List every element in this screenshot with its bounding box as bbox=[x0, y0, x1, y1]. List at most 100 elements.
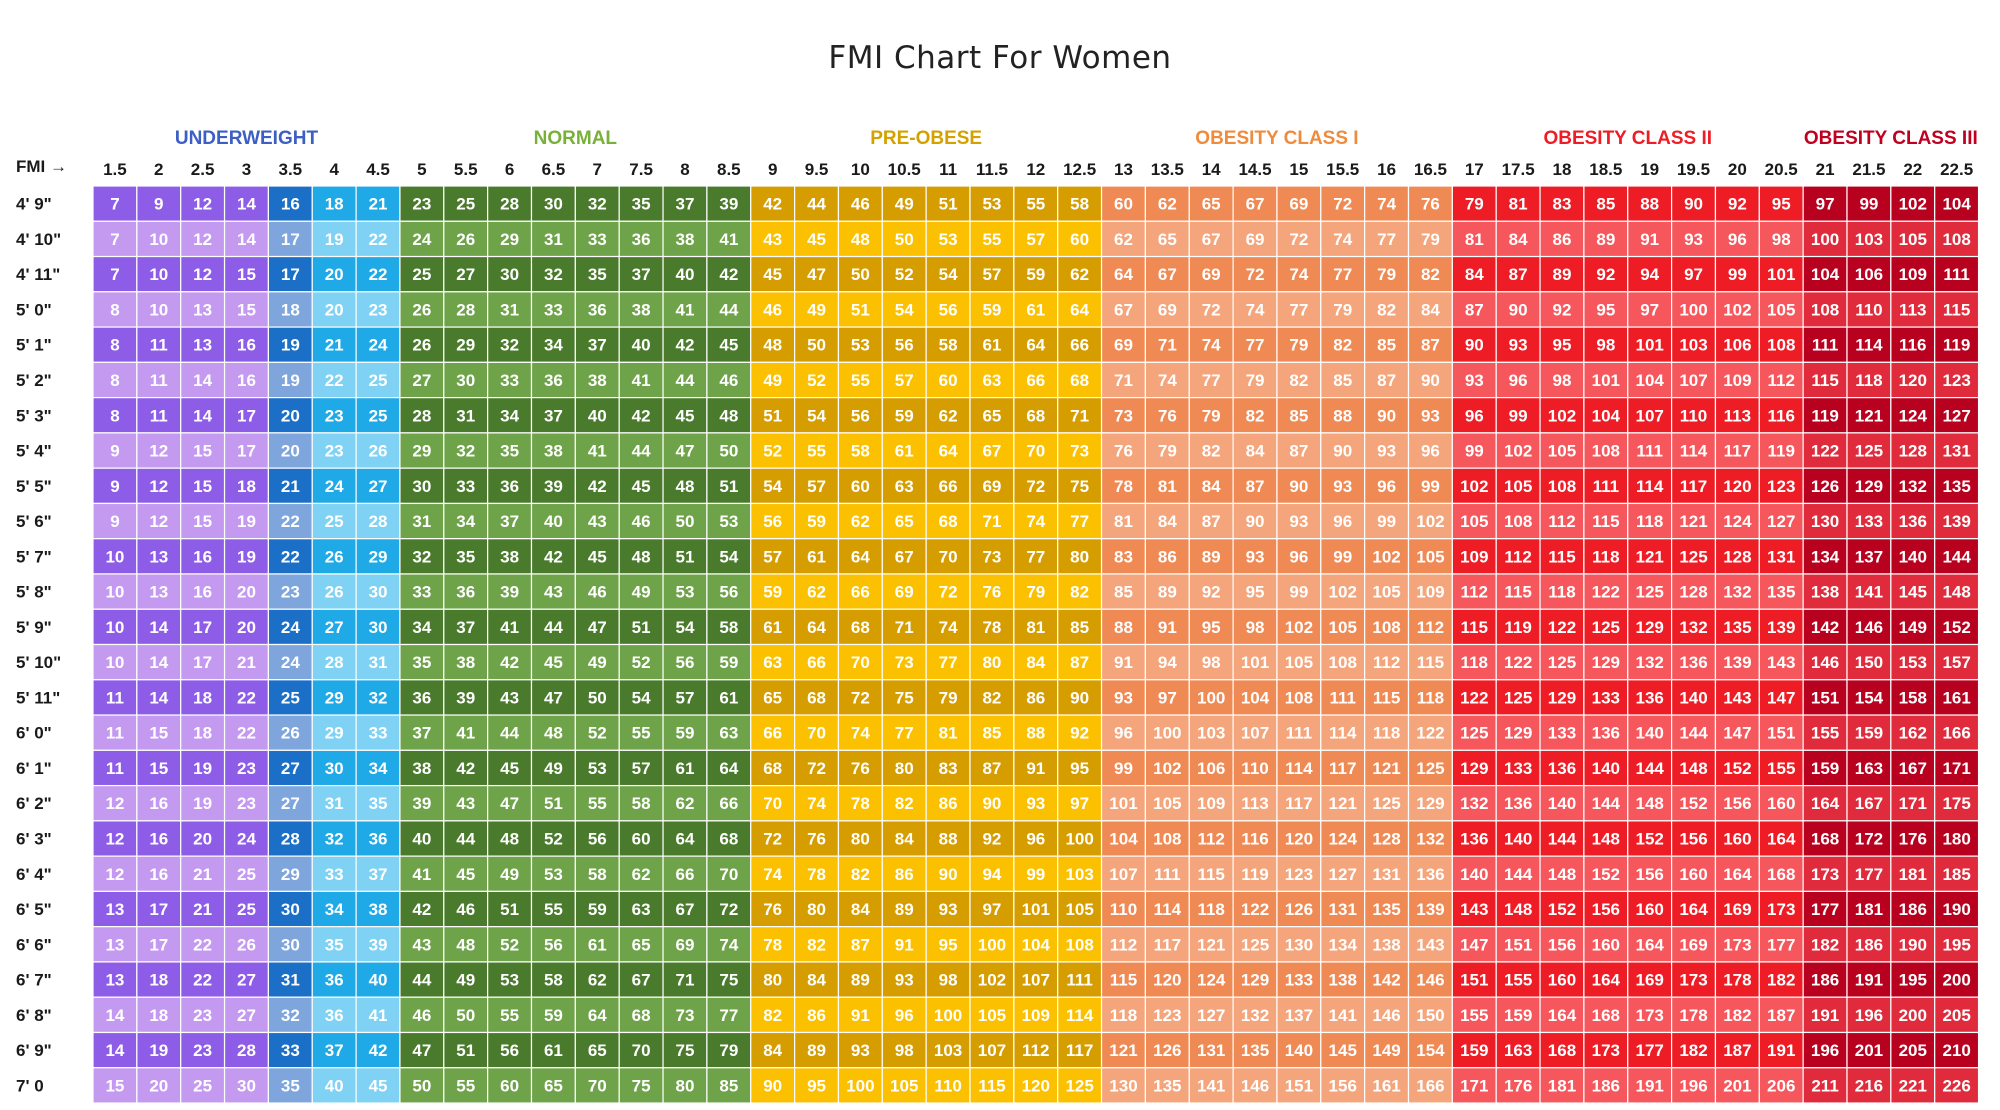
heatmap-cell-value: 148 bbox=[1504, 900, 1532, 919]
heatmap-cell bbox=[1627, 361, 1673, 399]
heatmap-cell-value: 167 bbox=[1899, 759, 1927, 778]
heatmap-cell-value: 62 bbox=[807, 583, 826, 602]
heatmap-cell-value: 17 bbox=[237, 442, 256, 461]
heatmap-cell-value: 64 bbox=[1026, 336, 1045, 355]
heatmap-cell-value: 57 bbox=[1026, 230, 1045, 249]
fmi-column-header: 14 bbox=[1202, 160, 1221, 179]
heatmap-cell bbox=[1276, 608, 1322, 646]
heatmap-cell-value: 113 bbox=[1899, 300, 1926, 319]
heatmap-cell-value: 33 bbox=[500, 371, 519, 390]
heatmap-cell-value: 26 bbox=[412, 336, 431, 355]
heatmap-cell-value: 67 bbox=[632, 971, 651, 990]
heatmap-cell-value: 65 bbox=[982, 406, 1001, 425]
heatmap-cell-value: 73 bbox=[982, 547, 1001, 566]
heatmap-cell-value: 112 bbox=[1768, 371, 1795, 390]
heatmap-cell-value: 118 bbox=[1110, 1006, 1137, 1025]
heatmap-cell-value: 139 bbox=[1723, 653, 1751, 672]
heatmap-cell-value: 121 bbox=[1855, 406, 1883, 425]
heatmap-cell-value: 91 bbox=[1158, 618, 1177, 637]
heatmap-cell-value: 24 bbox=[325, 477, 344, 496]
heatmap-cell-value: 57 bbox=[763, 547, 782, 566]
heatmap-cell-value: 24 bbox=[281, 653, 300, 672]
heatmap-cell bbox=[355, 432, 401, 469]
heatmap-cell bbox=[92, 220, 138, 258]
heatmap-cell-value: 34 bbox=[544, 336, 563, 355]
heatmap-cell bbox=[399, 291, 445, 328]
heatmap-cell-value: 74 bbox=[1333, 230, 1352, 249]
heatmap-cell-value: 93 bbox=[1333, 477, 1352, 496]
heatmap-cell-value: 196 bbox=[1855, 1006, 1883, 1025]
heatmap-cell bbox=[969, 220, 1015, 258]
heatmap-cell-value: 56 bbox=[895, 336, 914, 355]
heatmap-cell-value: 98 bbox=[1202, 653, 1221, 672]
heatmap-cell-value: 221 bbox=[1899, 1076, 1927, 1095]
heatmap-cell-value: 130 bbox=[1285, 935, 1313, 954]
height-row-header: 7' 0 bbox=[16, 1076, 44, 1095]
heatmap-cell-value: 87 bbox=[1421, 336, 1440, 355]
heatmap-cell-value: 79 bbox=[1289, 336, 1308, 355]
heatmap-cell-value: 117 bbox=[1329, 759, 1356, 778]
heatmap-cell-value: 47 bbox=[544, 688, 563, 707]
heatmap-cell-value: 103 bbox=[934, 1041, 962, 1060]
heatmap-cell bbox=[443, 467, 489, 505]
heatmap-cell-value: 24 bbox=[412, 230, 431, 249]
heatmap-cell-value: 33 bbox=[369, 724, 388, 743]
heatmap-cell-value: 139 bbox=[1942, 512, 1970, 531]
heatmap-cell-value: 28 bbox=[281, 829, 300, 848]
heatmap-cell-value: 105 bbox=[1329, 618, 1357, 637]
heatmap-cell-value: 129 bbox=[1635, 618, 1663, 637]
heatmap-cell-value: 24 bbox=[237, 829, 256, 848]
heatmap-cell-value: 168 bbox=[1811, 829, 1839, 848]
heatmap-cell-value: 72 bbox=[1026, 477, 1045, 496]
heatmap-cell bbox=[881, 397, 927, 434]
heatmap-cell bbox=[92, 502, 138, 540]
heatmap-cell-value: 113 bbox=[1241, 794, 1268, 813]
heatmap-cell-value: 25 bbox=[193, 1076, 212, 1095]
heatmap-cell-value: 88 bbox=[1333, 406, 1352, 425]
heatmap-cell bbox=[1890, 573, 1936, 610]
heatmap-cell-value: 46 bbox=[763, 300, 782, 319]
heatmap-cell-value: 20 bbox=[325, 300, 344, 319]
heatmap-cell-value: 131 bbox=[1329, 900, 1357, 919]
heatmap-cell bbox=[1100, 467, 1147, 505]
heatmap-cell bbox=[92, 643, 138, 681]
heatmap-cell-value: 54 bbox=[807, 406, 826, 425]
heatmap-cell-value: 20 bbox=[237, 583, 256, 602]
heatmap-cell-value: 129 bbox=[1855, 477, 1883, 496]
height-row-header: 5' 4" bbox=[16, 442, 52, 461]
heatmap-cell-value: 43 bbox=[544, 583, 563, 602]
heatmap-cells: 7 9 12 14 16 18 21 23 25 28 30 32 35 37 39 42 44 46 49 51 53… bbox=[92, 185, 1980, 1104]
heatmap-cell bbox=[1714, 220, 1760, 258]
heatmap-cell-value: 136 bbox=[1416, 865, 1444, 884]
heatmap-cell bbox=[1539, 608, 1585, 646]
heatmap-cell-value: 141 bbox=[1197, 1076, 1225, 1095]
heatmap-cell bbox=[662, 326, 708, 363]
heatmap-cell-value: 36 bbox=[544, 371, 563, 390]
heatmap-cell-value: 99 bbox=[1465, 442, 1484, 461]
heatmap-cell bbox=[1451, 467, 1497, 505]
heatmap-cell-value: 97 bbox=[1684, 265, 1703, 284]
heatmap-cell-value: 7 bbox=[110, 265, 119, 284]
heatmap-cell-value: 96 bbox=[1728, 230, 1747, 249]
heatmap-cell-value: 164 bbox=[1767, 829, 1796, 848]
heatmap-cell-value: 23 bbox=[281, 583, 300, 602]
heatmap-cell-value: 52 bbox=[807, 371, 826, 390]
heatmap-cell-value: 20 bbox=[281, 406, 300, 425]
heatmap-cell-value: 71 bbox=[676, 971, 695, 990]
heatmap-cell bbox=[1802, 326, 1848, 363]
fmi-column-header: 20 bbox=[1728, 160, 1747, 179]
heatmap-cell-value: 87 bbox=[982, 759, 1001, 778]
heatmap-cell-value: 173 bbox=[1592, 1041, 1620, 1060]
heatmap-cell-value: 31 bbox=[500, 300, 519, 319]
heatmap-cell-value: 59 bbox=[588, 900, 607, 919]
heatmap-cell-value: 72 bbox=[1289, 230, 1308, 249]
heatmap-cell-value: 85 bbox=[1070, 618, 1089, 637]
heatmap-cell-value: 177 bbox=[1811, 900, 1839, 919]
heatmap-cell-value: 77 bbox=[1202, 371, 1221, 390]
heatmap-cell bbox=[1232, 432, 1278, 469]
heatmap-cell-value: 118 bbox=[1855, 371, 1882, 390]
heatmap-cell-value: 68 bbox=[1070, 371, 1089, 390]
heatmap-cell-value: 71 bbox=[1070, 406, 1089, 425]
heatmap-cell bbox=[1758, 255, 1804, 293]
heatmap-cell-value: 84 bbox=[1158, 512, 1177, 531]
